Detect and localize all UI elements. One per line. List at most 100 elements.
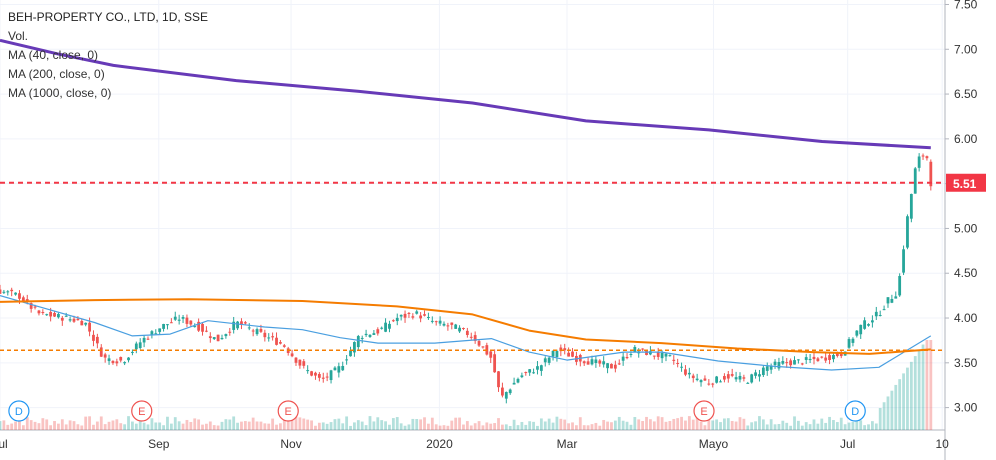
volume-bar (520, 421, 524, 430)
candle-body (493, 354, 497, 373)
candle-body (454, 324, 458, 329)
volume-bar (656, 416, 660, 430)
volume-bar (851, 421, 855, 430)
candle-body (816, 358, 820, 362)
volume-bar (111, 420, 115, 430)
candle-body (707, 383, 711, 385)
candle-body (442, 323, 446, 326)
volume-bar (76, 424, 80, 430)
volume-bar (294, 416, 298, 430)
candle-body (243, 322, 247, 324)
candle-body (45, 314, 49, 316)
volume-bar (808, 424, 812, 430)
x-tick-label: Mayo (699, 437, 729, 451)
candle-body (415, 311, 419, 314)
y-tick-label: 4.50 (954, 266, 978, 280)
dividend-marker[interactable]: D (8, 400, 30, 422)
candle-body (473, 335, 477, 341)
volume-bar (228, 419, 232, 430)
event-circle (131, 400, 153, 422)
volume-bar (345, 416, 349, 430)
volume-bar (154, 422, 158, 430)
candle-body (193, 326, 197, 328)
volume-bar (150, 418, 154, 430)
candle-body (419, 315, 423, 319)
dividend-marker[interactable]: D (844, 400, 866, 422)
candle-body (738, 375, 742, 380)
earnings-marker[interactable]: E (277, 400, 299, 422)
candle-body (913, 168, 917, 194)
volume-bar (641, 421, 645, 430)
legend-volume[interactable]: Vol. (8, 29, 29, 43)
volume-bar (142, 422, 146, 430)
volume-bar (613, 420, 617, 430)
volume-bar (458, 417, 461, 430)
ma-1000-line (0, 38, 931, 150)
volume-bar (594, 422, 598, 430)
volume-bar (707, 416, 711, 430)
candle-body (325, 376, 329, 378)
volume-bar (929, 340, 933, 430)
candle-body (906, 216, 909, 248)
candle-body (376, 329, 380, 334)
volume-bar (793, 416, 796, 430)
candle-body (629, 354, 633, 356)
volume-bar (158, 422, 162, 430)
candle-body (49, 311, 53, 317)
candle-body (450, 322, 454, 325)
candle-body (349, 350, 352, 357)
volume-bar (395, 417, 399, 430)
candle-body (660, 352, 664, 359)
candle-body (758, 374, 761, 377)
candle-body (142, 337, 146, 343)
x-tick-label: 2020 (426, 437, 453, 451)
candle-body (929, 161, 933, 187)
volume-bar (843, 424, 847, 430)
volume-bar (49, 425, 53, 430)
volume-bar (812, 419, 816, 430)
event-label: E (138, 406, 145, 418)
candle-body (430, 320, 434, 322)
candle-body (835, 352, 839, 357)
volume-bar (438, 425, 442, 430)
volume-bar (127, 416, 130, 430)
candle-body (711, 383, 715, 385)
volume-bar (645, 416, 648, 430)
volume-bar (92, 424, 95, 430)
legend-ma-200[interactable]: MA (200, close, 0) (8, 67, 105, 81)
candle-body (902, 249, 905, 273)
volume-bar (625, 421, 629, 430)
candle-body (555, 351, 559, 357)
candle-body (715, 376, 719, 383)
volume-bar (29, 420, 33, 430)
volume-bar (450, 420, 454, 430)
candle-body (380, 327, 384, 329)
volume-bar (909, 361, 913, 430)
volume-bar (746, 425, 750, 430)
legend-ma-40[interactable]: MA (40, close, 0) (8, 48, 99, 62)
volume-bar (201, 424, 204, 430)
candle-body (582, 361, 586, 364)
candle-body (18, 293, 21, 299)
volume-bar (279, 423, 282, 430)
volume-bar (777, 423, 781, 430)
candle-body (150, 331, 154, 335)
volume-bar (45, 419, 49, 430)
candle-body (411, 316, 415, 318)
volume-bar (33, 421, 37, 430)
earnings-marker[interactable]: E (131, 400, 153, 422)
volume-bar (925, 340, 929, 430)
candle-body (138, 342, 142, 349)
volume-bar (902, 373, 905, 430)
legend-ma-1000[interactable]: MA (1000, close, 0) (8, 86, 112, 100)
y-tick-label: 6.00 (954, 132, 978, 146)
earnings-marker[interactable]: E (693, 400, 715, 422)
candle-body (282, 345, 286, 347)
candle-body (403, 313, 407, 318)
volume-bar (95, 421, 99, 430)
candle-body (465, 330, 469, 336)
legend-title[interactable]: BEH-PROPERTY CO., LTD, 1D, SSE (8, 10, 209, 24)
volume-bar (730, 420, 734, 430)
